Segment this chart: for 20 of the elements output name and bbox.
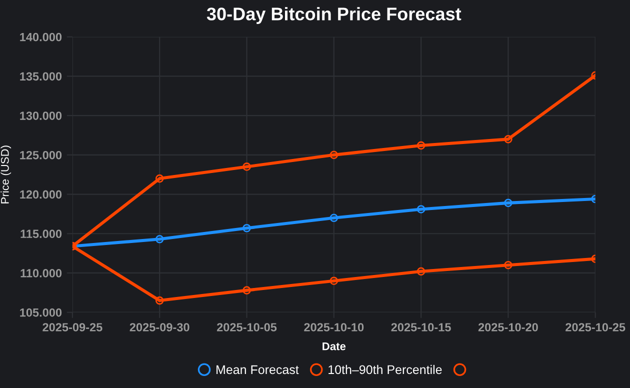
x-tick-label: 2025-10-05 bbox=[216, 323, 277, 332]
y-tick-label: 125.000 bbox=[20, 150, 62, 160]
x-tick-label: 2025-09-30 bbox=[130, 323, 190, 332]
y-tick-label: 130.000 bbox=[20, 112, 62, 120]
x-tick-label: 2025-10-10 bbox=[304, 323, 364, 332]
y-tick-label: 140.000 bbox=[20, 32, 62, 42]
y-tick-label: 110.000 bbox=[20, 269, 62, 278]
y-axis-title: Price (USD) bbox=[0, 146, 12, 204]
y-tick-label: 135.000 bbox=[20, 72, 62, 81]
chart-title: 30-Day Bitcoin Price Forecast bbox=[206, 7, 462, 24]
y-tick-label: 105.000 bbox=[20, 308, 62, 317]
legend-label: 10th–90th Percentile bbox=[328, 364, 442, 374]
x-tick-label: 2025-09-25 bbox=[42, 323, 102, 332]
x-tick-label: 2025-10-15 bbox=[391, 323, 451, 332]
x-axis-title: Date bbox=[322, 342, 346, 350]
y-tick-label: 115.000 bbox=[20, 230, 62, 238]
x-tick-label: 2025-10-20 bbox=[478, 323, 538, 332]
x-tick-label: 2025-10-25 bbox=[566, 323, 626, 332]
legend-label: Mean Forecast bbox=[216, 365, 299, 374]
y-tick-label: 120.000 bbox=[20, 190, 62, 199]
